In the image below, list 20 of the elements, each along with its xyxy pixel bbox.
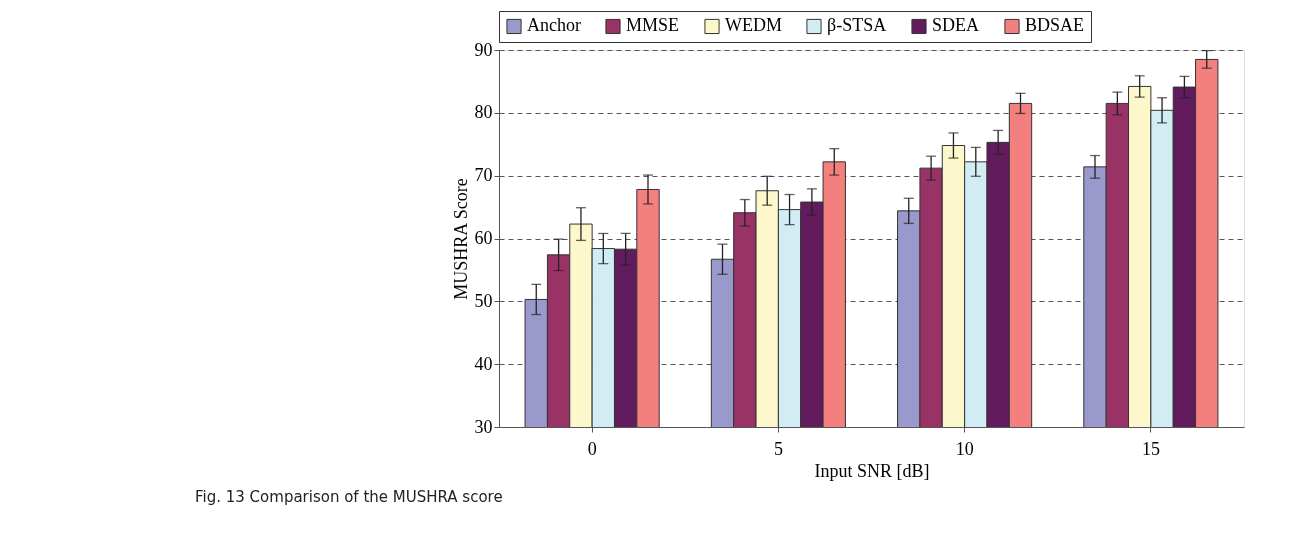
y-tick-label: 30 xyxy=(474,416,493,437)
x-tick-label: 0 xyxy=(587,438,597,459)
legend-label: SDEA xyxy=(932,15,980,36)
y-tick-label: 60 xyxy=(474,228,493,248)
y-tick-label: 90 xyxy=(474,39,493,60)
x-tick-label: 10 xyxy=(955,438,974,459)
y-axis-title: MUSHRA Score xyxy=(450,178,471,300)
y-tick-label: 40 xyxy=(474,353,493,374)
x-tick-label: 5 xyxy=(773,438,783,459)
x-tick-label: 15 xyxy=(1141,438,1160,459)
caption: Fig. 13 Comparison of the MUSHRA score xyxy=(195,488,503,506)
y-tick-label: 80 xyxy=(474,102,493,123)
legend-label: BDSAE xyxy=(1025,15,1085,36)
legend-label: MMSE xyxy=(626,15,680,36)
legend-label: Anchor xyxy=(527,15,581,36)
y-tick-label: 70 xyxy=(474,165,493,186)
legend-label: β-STSA xyxy=(827,15,887,36)
y-tick-label: 50 xyxy=(474,290,493,311)
legend-label: WEDM xyxy=(725,15,782,36)
x-axis-title: Input SNR [dB] xyxy=(814,460,930,481)
